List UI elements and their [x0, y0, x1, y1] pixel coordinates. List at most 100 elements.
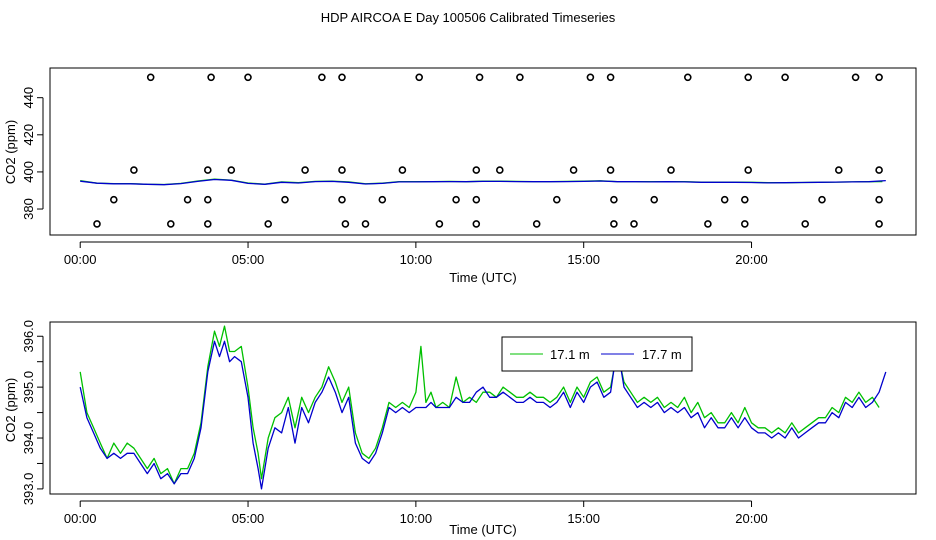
x-tick-label-top: 05:00	[232, 252, 265, 267]
plot-frame-top	[49, 67, 917, 236]
scatter-point	[516, 73, 524, 82]
scatter-point	[378, 195, 387, 204]
y-tick-label-top: 400	[21, 161, 36, 183]
y-tick-label-bottom: 396.0	[21, 320, 36, 353]
x-tick-label-bottom: 05:00	[232, 511, 265, 526]
scatter-point	[183, 195, 192, 204]
scatter-point	[875, 166, 883, 174]
scatter-point	[667, 166, 675, 174]
y-axis-bottom: 393.0 394.0 395.0 396.0	[21, 320, 44, 506]
scatter-point	[341, 220, 350, 228]
x-tick-label-bottom: 15:00	[567, 511, 600, 526]
scatter-point	[318, 73, 326, 82]
scatter-point	[744, 166, 753, 174]
scatter-point	[851, 73, 860, 82]
scatter-point	[834, 166, 843, 174]
scatter-point	[740, 220, 749, 228]
scatter-point	[875, 195, 883, 204]
scatter-point	[415, 73, 424, 82]
lines-bottom	[79, 325, 887, 490]
scatter-point	[650, 195, 659, 204]
legend-label-series-1: 17.1 m	[550, 347, 590, 362]
y-tick-label-top: 420	[21, 124, 36, 146]
scatter-point	[472, 220, 481, 228]
x-tick-label-top: 20:00	[735, 252, 768, 267]
y-tick-label-top: 440	[21, 87, 36, 109]
scatter-point	[167, 220, 175, 228]
scatter-point	[606, 73, 615, 82]
scatter-point	[452, 195, 460, 204]
y-tick-label-top: 380	[21, 198, 36, 220]
x-axis-label-top: Time (UTC)	[449, 270, 516, 285]
scatter-point	[740, 195, 749, 204]
scatter-point	[704, 220, 712, 228]
y-tick-label-bottom: 393.0	[21, 473, 36, 506]
scatter-point	[875, 220, 883, 228]
y-axis-top: 380 400 420 440	[21, 87, 44, 220]
scatter-points-top	[93, 73, 883, 228]
scatter-point	[264, 220, 273, 228]
scatter-point	[93, 220, 101, 228]
scatter-point	[875, 73, 883, 82]
scatter-point	[552, 195, 561, 204]
y-axis-label-top: CO2 (ppm)	[3, 120, 18, 184]
scatter-point	[204, 195, 212, 204]
x-axis-label-bottom: Time (UTC)	[449, 522, 516, 537]
scatter-point	[472, 166, 481, 174]
scatter-point	[281, 195, 289, 204]
plot-frame-bottom	[49, 321, 917, 495]
series-line-2-top	[80, 178, 886, 186]
scatter-point	[130, 166, 138, 174]
scatter-point	[110, 195, 118, 204]
scatter-point	[683, 73, 692, 82]
scatter-point	[435, 220, 444, 228]
scatter-point	[720, 195, 729, 204]
scatter-point	[606, 166, 615, 174]
scatter-point	[818, 195, 826, 204]
scatter-point	[630, 220, 638, 228]
scatter-point	[204, 220, 212, 228]
scatter-point	[495, 166, 504, 174]
scatter-point	[244, 73, 252, 82]
scatter-point	[610, 220, 618, 228]
scatter-point	[338, 73, 346, 82]
scatter-point	[207, 73, 215, 82]
x-tick-label-top: 10:00	[400, 252, 433, 267]
scatter-point	[301, 166, 309, 174]
scatter-point	[586, 73, 595, 82]
scatter-point	[338, 195, 346, 204]
x-axis-bottom: 00:00 05:00 10:00 15:00 20:00	[64, 500, 768, 526]
x-tick-label-bottom: 10:00	[400, 511, 433, 526]
x-tick-label-bottom: 00:00	[64, 511, 97, 526]
scatter-point	[227, 166, 236, 174]
x-tick-label-bottom: 20:00	[735, 511, 768, 526]
scatter-point	[338, 166, 346, 174]
x-tick-label-top: 00:00	[64, 252, 97, 267]
scatter-point	[475, 73, 484, 82]
scatter-point	[744, 73, 753, 82]
scatter-point	[610, 195, 618, 204]
scatter-point	[204, 166, 212, 174]
legend: 17.1 m 17.7 m	[501, 336, 693, 372]
y-tick-label-bottom: 394.0	[21, 422, 36, 455]
series-line-1-bottom	[79, 325, 880, 485]
scatter-point	[472, 195, 481, 204]
figure-title: HDP AIRCOA E Day 100506 Calibrated Times…	[321, 10, 616, 25]
scatter-point	[146, 73, 155, 82]
series-line-2-bottom	[79, 340, 887, 490]
scatter-point	[398, 166, 407, 174]
legend-label-series-2: 17.7 m	[642, 347, 682, 362]
scatter-point	[801, 220, 810, 228]
x-axis-top: 00:00 05:00 10:00 15:00 20:00	[64, 241, 768, 267]
y-axis-label-bottom: CO2 (ppm)	[3, 378, 18, 442]
scatter-point	[361, 220, 370, 228]
scatter-point	[532, 220, 541, 228]
panel-bottom-chart: 00:00 05:00 10:00 15:00 20:00 393.0 394.0 395.…	[3, 320, 917, 537]
y-tick-label-bottom: 395.0	[21, 371, 36, 404]
panel-top-chart: 00:00 05:00 10:00 15:00 20:00 380 400 420 440 T…	[3, 67, 917, 285]
x-tick-label-top: 15:00	[567, 252, 600, 267]
lines-top	[80, 178, 886, 186]
scatter-point	[781, 73, 789, 82]
scatter-point	[569, 166, 578, 174]
